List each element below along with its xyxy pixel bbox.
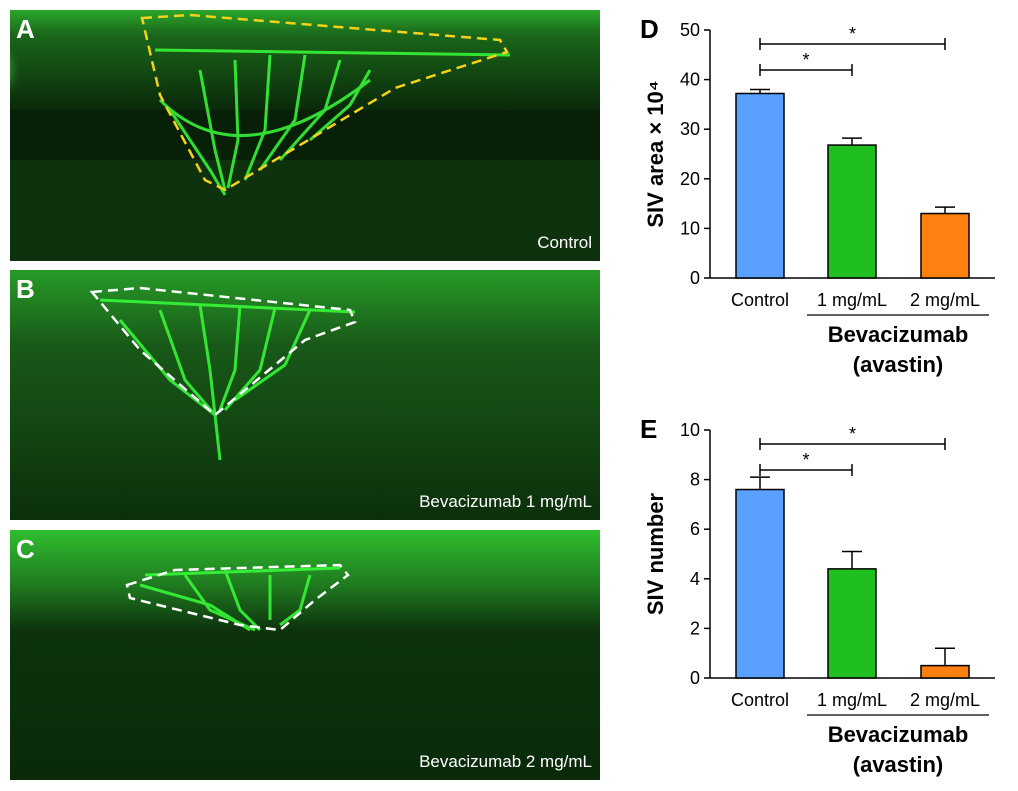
x-category-label: Control xyxy=(731,690,789,710)
micrograph-panel-b: B Bevacizumab 1 mg/mL xyxy=(10,270,600,520)
y-tick-label: 4 xyxy=(690,569,700,589)
significance-star: * xyxy=(802,450,809,470)
y-tick-label: 20 xyxy=(680,169,700,189)
x-category-label: Control xyxy=(731,290,789,310)
group-label-line1: Bevacizumab xyxy=(828,722,969,747)
panel-letter-a: A xyxy=(16,14,35,44)
bar-2-mg-ml xyxy=(920,212,970,279)
bar-control xyxy=(735,92,785,279)
x-category-label: 1 mg/mL xyxy=(817,290,887,310)
y-tick-label: 8 xyxy=(690,470,700,490)
siv-number-bar-chart: E SIV number 0 2 4 6 8 10 Control 1 mg/mL 2 mg/mL B… xyxy=(640,414,995,777)
y-tick-label: 30 xyxy=(680,119,700,139)
y-tick-label: 0 xyxy=(690,268,700,288)
chart-panel-letter: D xyxy=(640,14,659,44)
y-tick-label: 0 xyxy=(690,668,700,688)
y-tick-label: 10 xyxy=(680,420,700,440)
significance-star: * xyxy=(849,24,856,44)
panel-letter-c: C xyxy=(16,534,35,564)
chart-panel-letter: E xyxy=(640,414,657,444)
x-category-label: 2 mg/mL xyxy=(910,290,980,310)
y-axis-label: SIV area × 10⁴ xyxy=(643,80,668,227)
y-axis-label: SIV number xyxy=(643,492,668,615)
y-tick-label: 6 xyxy=(690,519,700,539)
y-tick-label: 2 xyxy=(690,618,700,638)
bar-control xyxy=(735,488,785,679)
panel-caption-c: Bevacizumab 2 mg/mL xyxy=(419,752,592,771)
y-tick-label: 40 xyxy=(680,70,700,90)
y-tick-label: 50 xyxy=(680,20,700,40)
siv-area-bar-chart: D SIV area × 10⁴ 0 10 20 30 40 50 Control 1 mg/mL… xyxy=(640,14,995,377)
bar-1-mg-ml xyxy=(827,144,877,279)
bar-2-mg-ml xyxy=(920,664,970,679)
micrograph-control-image xyxy=(10,10,600,261)
y-tick-label: 10 xyxy=(680,218,700,238)
panel-caption-a: Control xyxy=(537,233,592,252)
panel-caption-b: Bevacizumab 1 mg/mL xyxy=(419,492,592,511)
significance-star: * xyxy=(802,50,809,70)
panel-letter-b: B xyxy=(16,274,35,304)
micrograph-bevacizumab-2-image xyxy=(10,530,600,780)
x-category-label: 2 mg/mL xyxy=(910,690,980,710)
bar-1-mg-ml xyxy=(827,568,877,679)
micrograph-bevacizumab-1-image xyxy=(10,270,600,520)
micrograph-panel-a: A Control xyxy=(10,10,600,261)
micrograph-panel-c: C Bevacizumab 2 mg/mL xyxy=(10,530,600,780)
group-label-line1: Bevacizumab xyxy=(828,322,969,347)
significance-star: * xyxy=(849,424,856,444)
x-category-label: 1 mg/mL xyxy=(817,690,887,710)
group-label-line2: (avastin) xyxy=(853,352,943,377)
group-label-line2: (avastin) xyxy=(853,752,943,777)
